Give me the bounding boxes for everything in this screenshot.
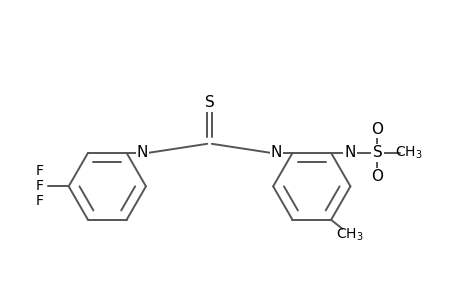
Text: F: F	[36, 194, 44, 208]
Text: S: S	[204, 95, 214, 110]
Text: F: F	[36, 164, 44, 178]
Text: O: O	[371, 122, 383, 137]
Text: S: S	[372, 146, 381, 160]
Text: N: N	[270, 146, 282, 160]
Text: O: O	[371, 169, 383, 184]
Text: CH$_3$: CH$_3$	[336, 226, 363, 243]
Text: F: F	[36, 179, 44, 194]
Text: N: N	[136, 146, 148, 160]
Text: CH$_3$: CH$_3$	[395, 145, 422, 161]
Text: N: N	[344, 146, 355, 160]
